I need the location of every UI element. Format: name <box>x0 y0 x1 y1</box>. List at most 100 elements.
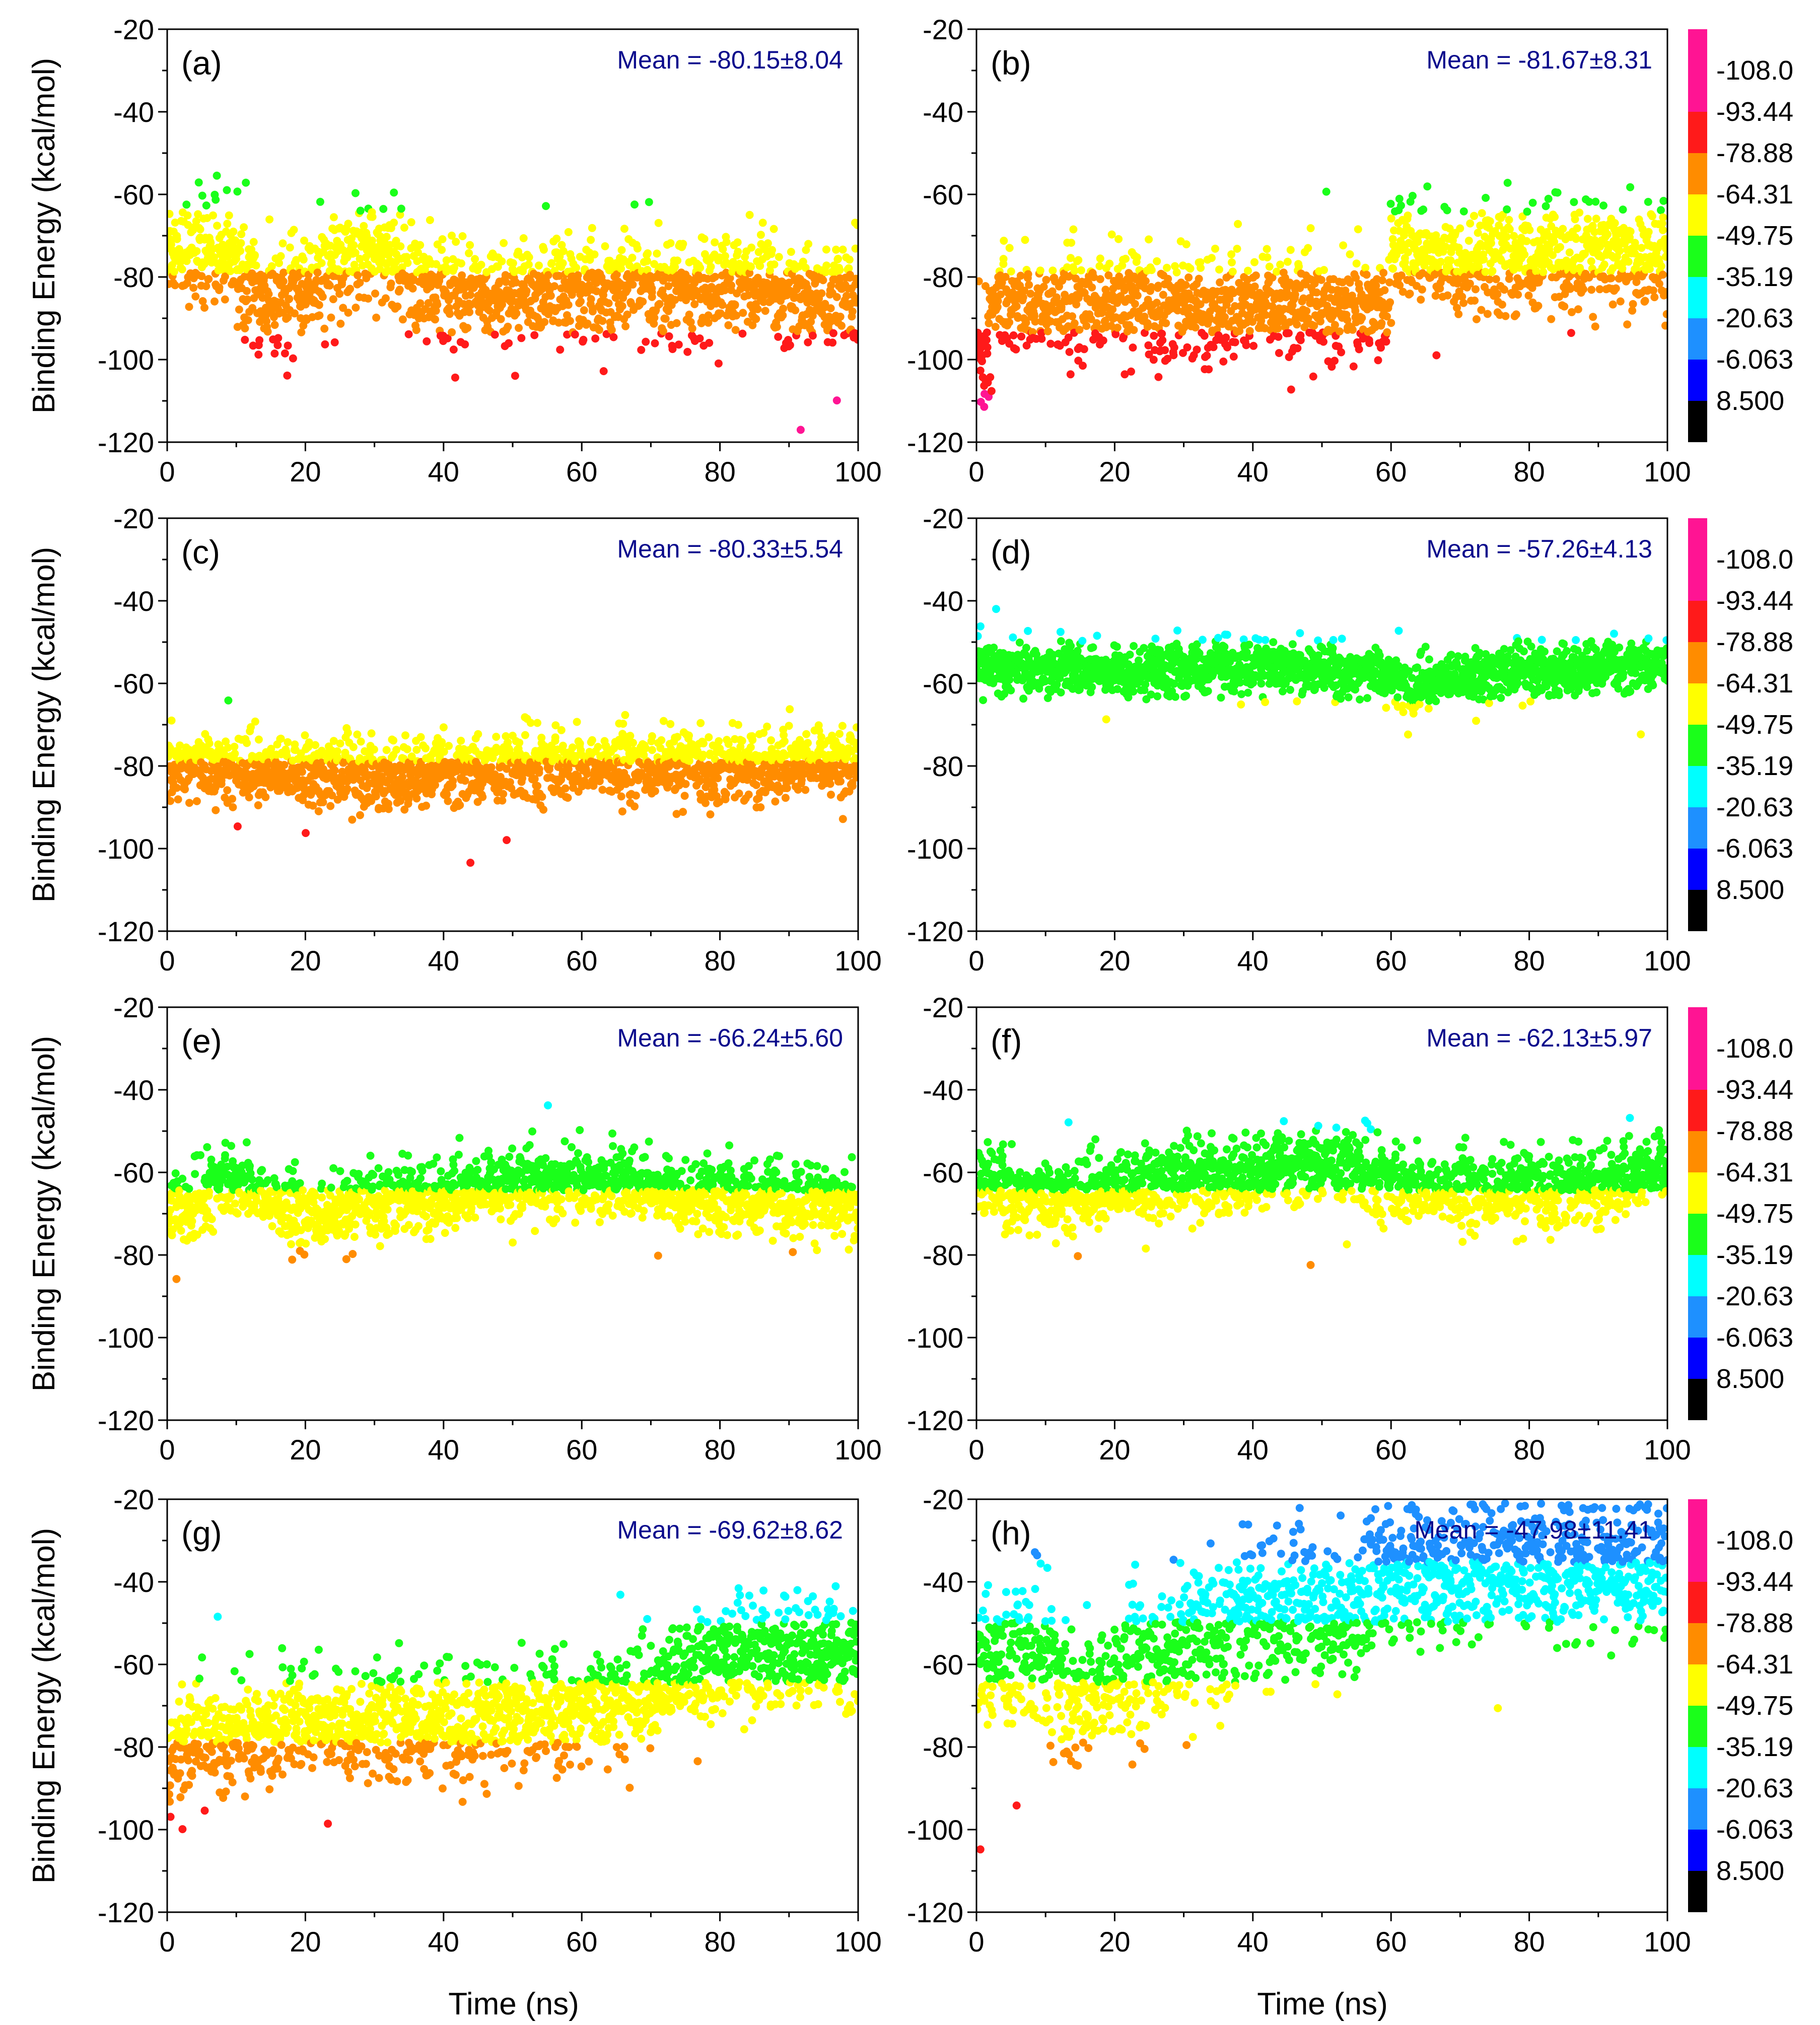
data-point <box>623 310 632 319</box>
data-point <box>265 215 274 224</box>
data-point <box>1070 319 1079 327</box>
data-point <box>270 350 279 358</box>
data-point <box>1336 327 1344 336</box>
x-tick-label: 80 <box>704 456 735 487</box>
data-point <box>313 268 322 277</box>
data-point <box>1505 216 1513 224</box>
data-point <box>299 255 308 264</box>
data-point <box>240 223 248 232</box>
y-tick-label: -20 <box>113 14 154 45</box>
data-point <box>511 372 519 380</box>
data-point <box>756 803 765 811</box>
data-point <box>1186 264 1195 273</box>
x-tick-label: 100 <box>1644 456 1691 487</box>
colorbar-segment <box>1688 318 1707 360</box>
data-point <box>416 733 425 741</box>
data-point <box>1465 280 1474 288</box>
data-point <box>1293 320 1301 329</box>
data-point <box>1528 198 1537 207</box>
data-point <box>1181 281 1190 289</box>
data-point <box>229 227 238 236</box>
data-point <box>360 222 368 230</box>
data-point <box>1218 306 1227 315</box>
data-point <box>448 328 456 336</box>
data-point <box>1534 302 1543 310</box>
data-point <box>1092 319 1101 327</box>
data-point <box>1374 356 1382 365</box>
data-point <box>546 292 555 300</box>
data-point <box>826 304 835 313</box>
data-point <box>347 234 356 243</box>
data-point <box>643 265 652 274</box>
data-point <box>381 294 390 303</box>
scatter-series <box>167 696 858 867</box>
data-point <box>1127 367 1135 376</box>
data-point <box>281 349 289 358</box>
data-point <box>183 279 191 288</box>
data-point <box>1028 328 1037 336</box>
data-point <box>1145 235 1153 244</box>
data-point <box>1585 197 1593 206</box>
data-point <box>1072 274 1080 283</box>
data-point <box>1026 290 1035 298</box>
data-point <box>1304 244 1312 252</box>
data-point <box>504 322 512 331</box>
data-point <box>432 307 440 315</box>
data-point <box>631 200 639 209</box>
data-point <box>320 324 329 333</box>
colorbar-label: -35.19 <box>1716 262 1793 292</box>
data-point <box>1372 282 1380 290</box>
data-point <box>637 345 646 354</box>
data-point <box>343 785 352 793</box>
data-point <box>356 278 364 287</box>
data-point <box>1362 270 1371 279</box>
data-point <box>590 250 599 259</box>
data-point <box>278 239 287 248</box>
data-point <box>1436 257 1445 266</box>
mean-annotation: Mean = -81.67±8.31 <box>1426 46 1652 74</box>
data-point <box>461 340 469 348</box>
data-point <box>996 290 1005 299</box>
data-point <box>738 329 747 338</box>
data-point <box>1512 310 1520 319</box>
data-point <box>673 733 682 741</box>
data-point <box>1017 332 1026 341</box>
data-point <box>217 776 226 785</box>
data-point <box>535 765 543 774</box>
data-point <box>1441 242 1450 251</box>
data-point <box>1432 231 1440 240</box>
data-point <box>980 402 989 411</box>
data-point <box>589 782 598 790</box>
data-point <box>558 259 567 267</box>
data-point <box>1397 271 1406 280</box>
data-point <box>575 322 583 330</box>
data-point <box>592 287 601 296</box>
data-point <box>1231 338 1239 346</box>
data-point <box>408 284 417 293</box>
data-point <box>1495 221 1503 230</box>
data-point <box>1075 325 1084 334</box>
data-point <box>1195 274 1203 283</box>
data-point <box>276 734 285 743</box>
data-point <box>1616 297 1625 306</box>
data-point <box>1153 299 1161 307</box>
data-point <box>422 744 430 752</box>
data-point <box>651 787 659 795</box>
data-point <box>1391 244 1399 253</box>
data-point <box>653 249 661 258</box>
data-point <box>1503 205 1511 214</box>
data-point <box>1114 235 1123 243</box>
data-point <box>588 224 596 232</box>
data-point <box>696 719 705 727</box>
x-tick-label: 20 <box>1099 456 1130 487</box>
data-point <box>1197 263 1205 272</box>
data-point <box>650 314 659 322</box>
data-point <box>333 795 342 804</box>
data-point <box>1158 336 1167 344</box>
data-point <box>1031 317 1039 326</box>
data-point <box>237 239 245 247</box>
data-point <box>1098 308 1106 316</box>
data-point <box>1591 322 1599 331</box>
data-point <box>664 307 673 315</box>
